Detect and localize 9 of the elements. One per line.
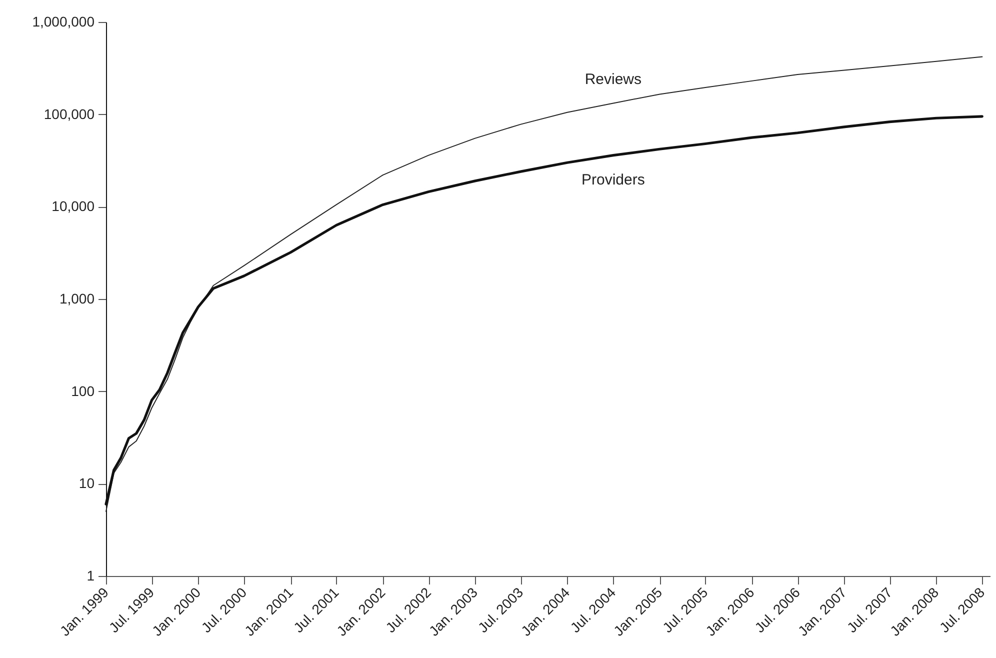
y-tick-label: 1,000 [59,290,95,306]
y-tick-label: 10 [78,475,95,492]
y-tick-label: 100 [71,382,95,399]
series-label: Providers [581,171,645,188]
y-tick-label: 1 [86,568,95,584]
y-tick-label: 10,000 [52,198,95,214]
series-label: Reviews [584,71,642,88]
y-tick-label: 1,000,000 [32,14,95,30]
y-tick-label: 100,000 [44,106,95,122]
